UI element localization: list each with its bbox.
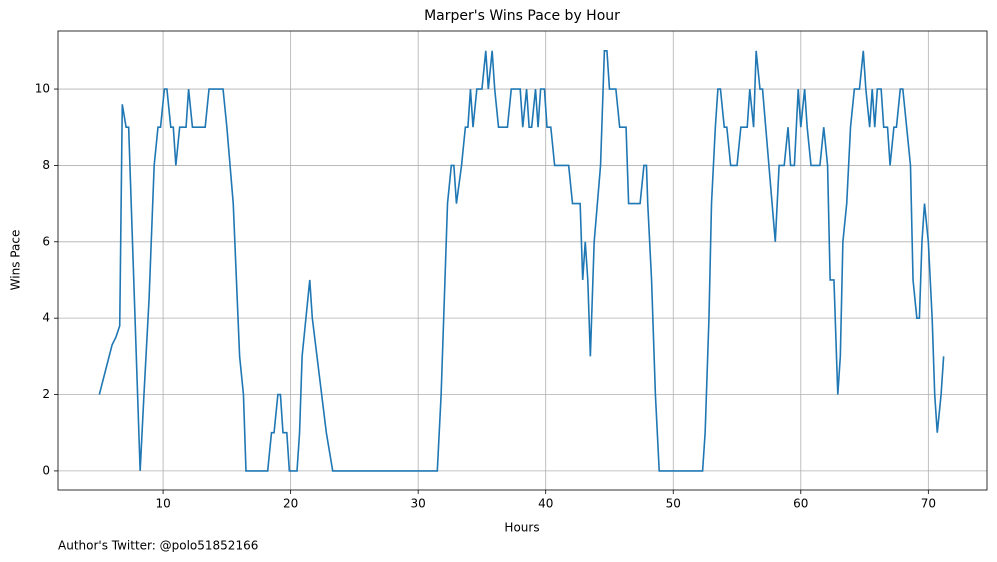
plot-frame [57,30,988,491]
y-tick-label: 4 [42,311,50,325]
x-tick-label: 30 [411,497,426,511]
chart-title: Marper's Wins Pace by Hour [424,8,620,24]
grid-layer [58,31,987,490]
y-tick-label: 10 [35,82,50,96]
y-tick-label: 0 [42,463,50,477]
y-tick-label: 8 [42,158,50,172]
x-axis-label: Hours [504,521,539,535]
footnote: Author's Twitter: @polo51852166 [58,539,258,553]
data-line [98,50,945,472]
x-tick-label: 10 [155,497,170,511]
plot-layer [98,50,945,472]
y-axis-label: Wins Pace [9,230,23,291]
x-tick-label: 60 [793,497,808,511]
y-tick-label: 6 [42,234,50,248]
x-tick-label: 20 [283,497,298,511]
y-tick-label: 2 [42,387,50,401]
x-tick-label: 40 [538,497,553,511]
x-tick-label: 50 [666,497,681,511]
x-tick-label: 70 [921,497,936,511]
